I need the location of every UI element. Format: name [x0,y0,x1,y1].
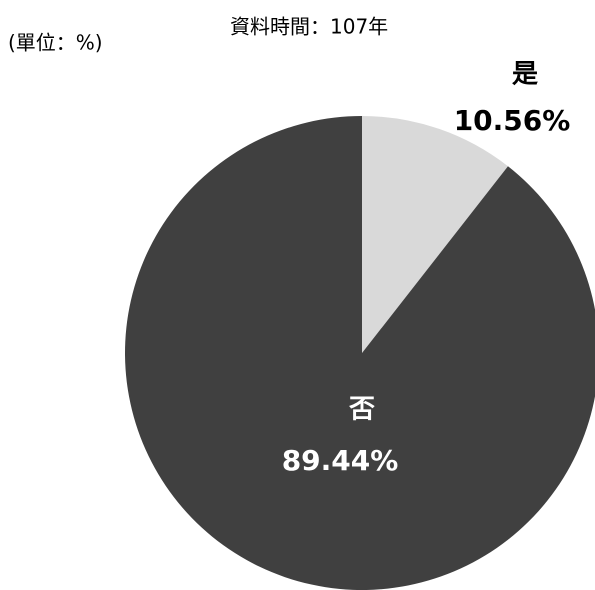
slice-value-label: 89.44% [282,444,399,477]
note: 資料時間：107年 [230,15,388,39]
slice-category-label: 是 [512,60,538,90]
pie-slice [362,116,508,353]
unit-label: (單位：%) [8,31,103,55]
slice-value-label: 10.56% [454,104,571,137]
slice-category-label: 否 [349,395,375,425]
pie-slice [125,116,595,590]
